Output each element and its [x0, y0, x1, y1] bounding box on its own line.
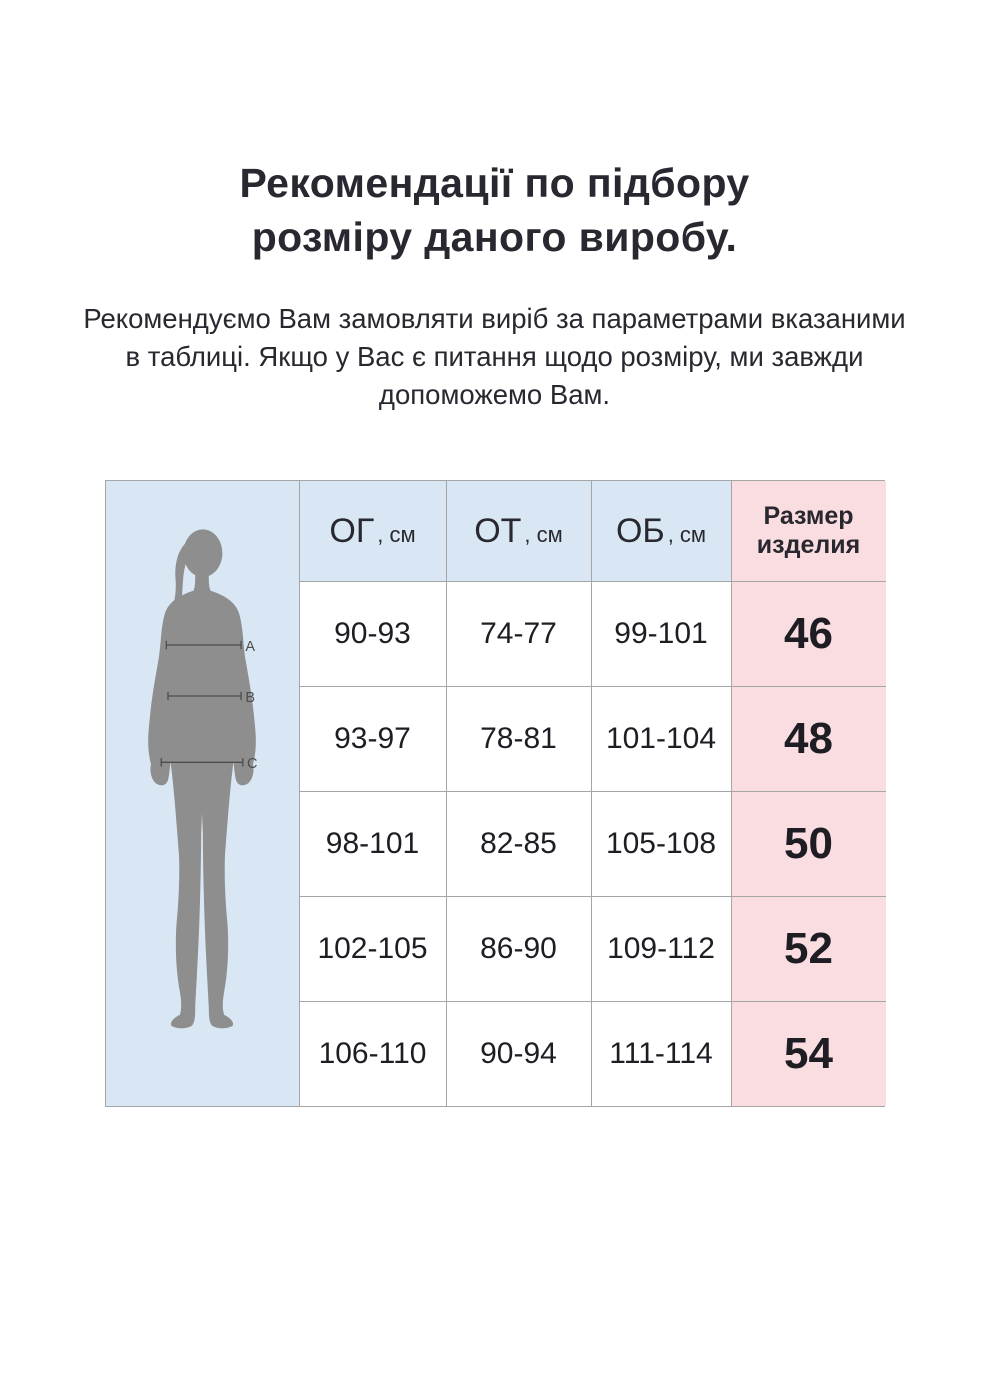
bust-label: A — [245, 639, 255, 655]
header-size-line-2: изделия — [756, 531, 861, 560]
table-cell-waist-r3: 82-85 — [445, 791, 591, 897]
table-cell-hips-r2: 101-104 — [590, 686, 731, 792]
table-cell-size-r4: 52 — [730, 896, 886, 1002]
intro-text: Рекомендуємо Вам замовляти виріб за пара… — [15, 300, 975, 414]
header-waist-main: ОТ — [474, 511, 522, 550]
table-cell-waist-r2: 78-81 — [445, 686, 591, 792]
header-hips-main: ОБ — [615, 511, 665, 550]
header-bust-main: ОГ — [329, 511, 375, 550]
table-cell-size-r5: 54 — [730, 1001, 886, 1107]
hips-label: C — [247, 756, 257, 772]
header-waist-unit: , см — [524, 522, 563, 548]
silhouette-ponytail — [161, 539, 197, 635]
header-bust: ОГ , см — [298, 481, 446, 582]
measurement-line-waist: B — [167, 690, 255, 706]
page-title-line-2: розміру даного виробу. — [251, 214, 738, 261]
table-cell-bust-r2: 93-97 — [298, 686, 446, 792]
table-cell-bust-r3: 98-101 — [298, 791, 446, 897]
waist-label: B — [245, 690, 255, 706]
silhouette-head — [183, 529, 223, 578]
table-cell-hips-r5: 111-114 — [590, 1001, 731, 1107]
measurement-line-bust: A — [165, 639, 255, 655]
table-cell-bust-r1: 90-93 — [298, 581, 446, 687]
female-silhouette-figure: A B C — [148, 529, 257, 1029]
table-cell-waist-r5: 90-94 — [445, 1001, 591, 1107]
intro-line-2: в таблиці. Якщо у Вас є питання щодо роз… — [125, 341, 864, 373]
header-bust-unit: , см — [377, 522, 416, 548]
header-size: Размер изделия — [730, 481, 886, 582]
silhouette-body — [148, 575, 256, 1029]
table-cell-waist-r1: 74-77 — [445, 581, 591, 687]
page-title-line-1: Рекомендації по підбору — [239, 160, 750, 206]
table-cell-bust-r5: 106-110 — [298, 1001, 446, 1107]
table-cell-hips-r4: 109-112 — [590, 896, 731, 1002]
table-cell-bust-r4: 102-105 — [298, 896, 446, 1002]
header-waist: ОТ , см — [445, 481, 591, 582]
measurement-line-hips: C — [160, 756, 257, 772]
table-cell-hips-r1: 99-101 — [590, 581, 731, 687]
table-cell-size-r2: 48 — [730, 686, 886, 792]
table-cell-size-r3: 50 — [730, 791, 886, 897]
intro-line-1: Рекомендуємо Вам замовляти виріб за пара… — [83, 303, 906, 335]
table-cell-hips-r3: 105-108 — [590, 791, 731, 897]
size-table: A B C ОГ , см ОТ — [104, 480, 886, 1108]
table-cell-waist-r4: 86-90 — [445, 896, 591, 1002]
figure-cell: A B C — [105, 481, 299, 1107]
header-size-line-1: Размер — [763, 501, 854, 530]
header-hips-unit: , см — [667, 522, 707, 548]
header-hips: ОБ , см — [590, 481, 731, 582]
intro-line-3: допоможемо Вам. — [378, 379, 611, 411]
table-cell-size-r1: 46 — [730, 581, 886, 687]
page-title: Рекомендації по підбору розміру даного в… — [0, 0, 989, 264]
